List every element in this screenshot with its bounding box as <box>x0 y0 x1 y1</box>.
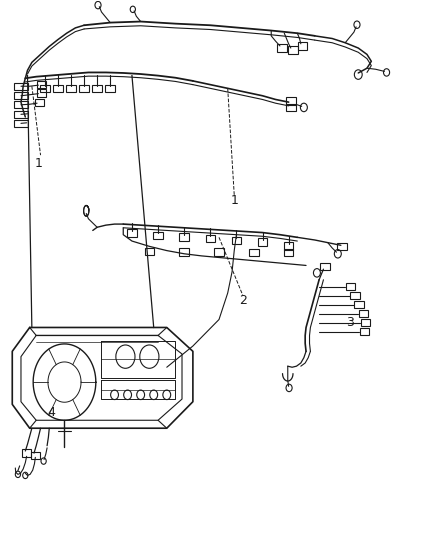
Bar <box>337 243 347 250</box>
Bar <box>180 248 189 256</box>
Bar <box>232 237 241 244</box>
Bar <box>153 231 163 239</box>
Text: 4: 4 <box>47 406 55 419</box>
Bar <box>284 249 293 256</box>
Bar <box>106 85 115 92</box>
Bar <box>360 328 369 335</box>
Text: 1: 1 <box>35 157 42 169</box>
Text: 3: 3 <box>346 316 353 329</box>
Bar <box>14 83 28 90</box>
Text: 2: 2 <box>239 294 247 308</box>
Bar <box>249 249 258 256</box>
Bar <box>298 42 307 50</box>
Text: 1: 1 <box>230 193 238 207</box>
Bar <box>350 292 360 300</box>
Bar <box>288 46 298 54</box>
Bar <box>66 85 76 92</box>
Bar <box>286 104 296 111</box>
Bar <box>92 85 102 92</box>
Bar <box>214 248 224 256</box>
Bar <box>320 263 329 270</box>
Bar <box>284 242 293 249</box>
Bar <box>286 98 296 105</box>
Bar <box>40 85 49 92</box>
Bar <box>22 449 32 457</box>
Bar <box>14 92 28 99</box>
Bar <box>346 283 355 290</box>
Bar <box>258 238 267 246</box>
Bar <box>37 90 46 97</box>
Bar <box>354 301 364 309</box>
Bar <box>145 248 154 255</box>
Bar <box>31 451 40 459</box>
Bar <box>14 120 28 127</box>
Bar <box>359 310 368 317</box>
Bar <box>14 111 28 118</box>
Bar <box>205 235 215 242</box>
Bar <box>53 85 63 92</box>
Bar <box>79 85 89 92</box>
Bar <box>35 99 45 107</box>
Bar <box>127 229 137 237</box>
Bar <box>14 101 28 108</box>
Bar <box>180 233 189 240</box>
Bar <box>277 44 287 52</box>
Bar <box>37 81 46 88</box>
Bar <box>361 319 371 326</box>
